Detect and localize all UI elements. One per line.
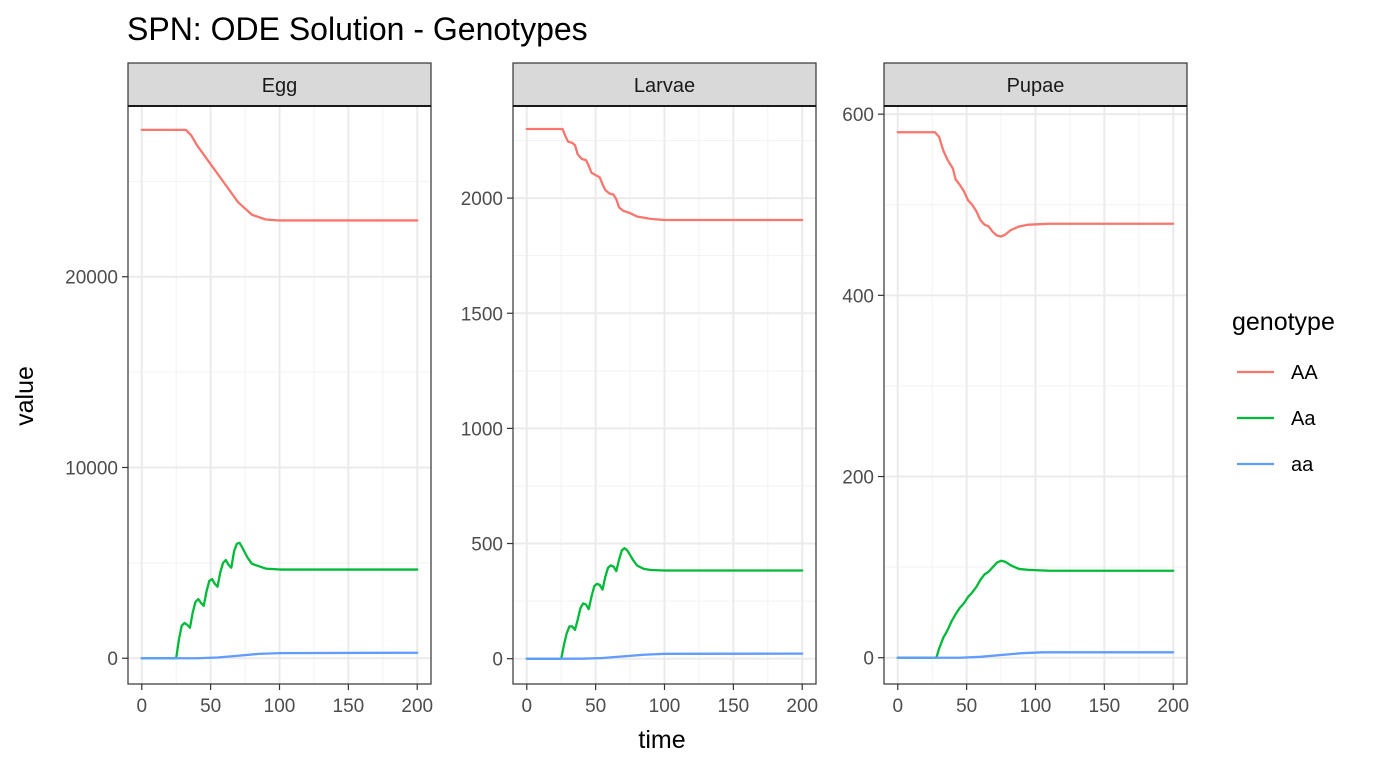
legend-item-aa: AA bbox=[1237, 362, 1318, 384]
x-tick-label: 100 bbox=[264, 696, 296, 717]
y-tick-label: 10000 bbox=[65, 458, 118, 479]
panel-larvae: Larvae 0 500 1000 1500 2000 0 50 100 150 200 bbox=[461, 62, 818, 717]
y-tick-label: 1500 bbox=[461, 304, 503, 325]
legend: genotype AA Aa aa bbox=[1232, 308, 1335, 476]
legend-item-aa: Aa bbox=[1237, 408, 1316, 430]
x-tick-label: 50 bbox=[585, 696, 606, 717]
y-tick-label: 400 bbox=[842, 286, 874, 307]
panel-pupae: Pupae 0 200 400 600 0 50 100 150 200 bbox=[842, 62, 1189, 717]
x-tick-label: 100 bbox=[649, 696, 681, 717]
x-tick-label: 50 bbox=[200, 696, 221, 717]
x-axis-title: time bbox=[638, 726, 685, 754]
panel-egg: Egg 0 10000 20000 0 50 100 150 200 bbox=[65, 62, 433, 717]
x-tick-label: 50 bbox=[956, 696, 977, 717]
chart-title: SPN: ODE Solution - Genotypes bbox=[127, 11, 588, 47]
legend-item-aa: aa bbox=[1237, 454, 1314, 476]
series-line-aa-egg bbox=[140, 541, 419, 660]
series-line-aa-larvae bbox=[525, 546, 804, 660]
y-tick-label: 600 bbox=[842, 105, 874, 126]
strip-background bbox=[883, 62, 1188, 107]
strip-label-larvae: Larvae bbox=[634, 75, 695, 97]
y-tick-label: 1000 bbox=[461, 419, 503, 440]
y-tick-label: 500 bbox=[471, 535, 503, 556]
strip-background bbox=[127, 62, 432, 107]
series-line-aa-egg bbox=[140, 128, 419, 222]
x-tick-label: 150 bbox=[718, 696, 750, 717]
strip-background bbox=[512, 62, 817, 107]
y-tick-label: 0 bbox=[107, 649, 118, 670]
x-tick-label: 0 bbox=[892, 696, 903, 717]
series-line-aa-larvae bbox=[525, 127, 804, 222]
x-tick-label: 200 bbox=[401, 696, 433, 717]
legend-label-aa: Aa bbox=[1291, 408, 1316, 430]
legend-title: genotype bbox=[1232, 308, 1335, 336]
series-line-aa-pupae bbox=[896, 559, 1175, 659]
y-tick-label: 20000 bbox=[65, 268, 118, 289]
legend-label-aa: AA bbox=[1291, 362, 1318, 384]
legend-label-aa: aa bbox=[1291, 454, 1314, 476]
y-tick-label: 0 bbox=[863, 649, 874, 670]
strip-label-egg: Egg bbox=[262, 75, 298, 97]
y-axis-title: value bbox=[11, 366, 39, 426]
x-tick-label: 150 bbox=[1089, 696, 1121, 717]
x-tick-label: 200 bbox=[1157, 696, 1189, 717]
y-tick-label: 0 bbox=[492, 650, 503, 671]
x-tick-label: 0 bbox=[521, 696, 532, 717]
x-tick-label: 150 bbox=[333, 696, 365, 717]
series-line-aa-pupae bbox=[896, 131, 1175, 238]
strip-label-pupae: Pupae bbox=[1007, 75, 1065, 97]
series-line-aa-egg bbox=[140, 651, 419, 660]
x-tick-label: 0 bbox=[136, 696, 147, 717]
x-tick-label: 200 bbox=[786, 696, 818, 717]
y-tick-label: 200 bbox=[842, 468, 874, 489]
y-tick-label: 2000 bbox=[461, 189, 503, 210]
series-line-aa-larvae bbox=[525, 652, 804, 660]
x-tick-label: 100 bbox=[1020, 696, 1052, 717]
series-line-aa-pupae bbox=[896, 651, 1175, 659]
